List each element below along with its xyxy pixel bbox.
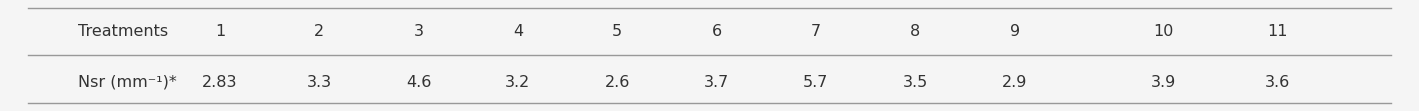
Text: 4.6: 4.6 (406, 75, 431, 90)
Text: 7: 7 (810, 24, 822, 39)
Text: 3.7: 3.7 (704, 75, 729, 90)
Text: 2.83: 2.83 (201, 75, 238, 90)
Text: 9: 9 (1009, 24, 1020, 39)
Text: Nsr (mm⁻¹)*: Nsr (mm⁻¹)* (78, 75, 177, 90)
Text: 5: 5 (612, 24, 623, 39)
Text: 2.9: 2.9 (1002, 75, 1027, 90)
Text: 3.2: 3.2 (505, 75, 531, 90)
Text: 2: 2 (314, 24, 325, 39)
Text: Treatments: Treatments (78, 24, 169, 39)
Text: 3.9: 3.9 (1151, 75, 1176, 90)
Text: 10: 10 (1154, 24, 1174, 39)
Text: 11: 11 (1267, 24, 1287, 39)
Text: 3.6: 3.6 (1264, 75, 1290, 90)
Text: 5.7: 5.7 (803, 75, 829, 90)
Text: 3: 3 (413, 24, 424, 39)
Text: 2.6: 2.6 (604, 75, 630, 90)
Text: 3.5: 3.5 (902, 75, 928, 90)
Text: 1: 1 (214, 24, 226, 39)
Text: 4: 4 (512, 24, 524, 39)
Text: 3.3: 3.3 (307, 75, 332, 90)
Text: 8: 8 (910, 24, 921, 39)
Text: 6: 6 (711, 24, 722, 39)
